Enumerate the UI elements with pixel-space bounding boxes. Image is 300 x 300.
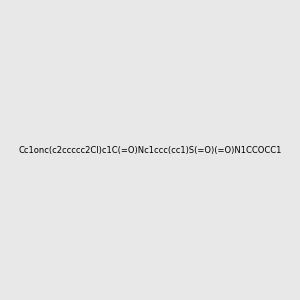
Text: Cc1onc(c2ccccc2Cl)c1C(=O)Nc1ccc(cc1)S(=O)(=O)N1CCOCC1: Cc1onc(c2ccccc2Cl)c1C(=O)Nc1ccc(cc1)S(=O… <box>18 146 282 154</box>
